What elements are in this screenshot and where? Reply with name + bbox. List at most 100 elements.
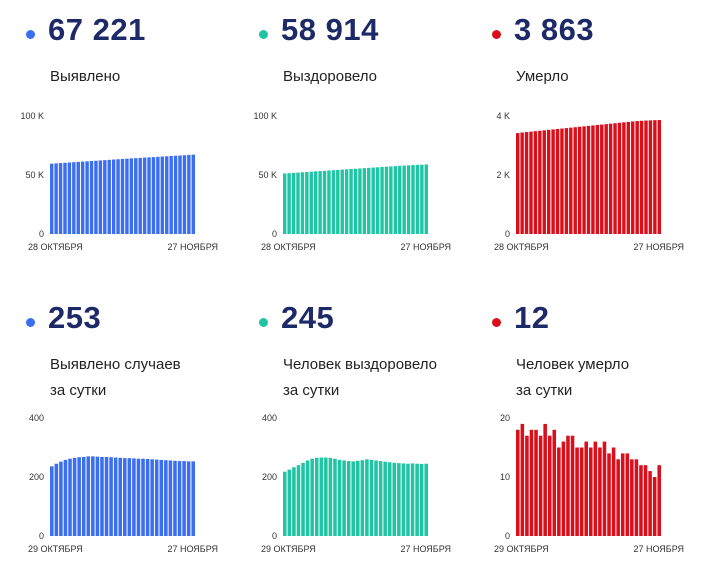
series-dot bbox=[26, 30, 35, 39]
y-tick-label: 100 K bbox=[20, 111, 44, 121]
bar bbox=[613, 123, 617, 234]
x-tick-label-start: 29 ОКТЯБРЯ bbox=[494, 544, 549, 554]
bar bbox=[59, 461, 63, 536]
bar bbox=[561, 441, 566, 536]
bar bbox=[401, 463, 406, 536]
bar bbox=[141, 458, 145, 536]
headline-value: 58 914 bbox=[281, 12, 379, 47]
y-tick-label: 0 bbox=[505, 229, 510, 239]
bar bbox=[374, 460, 378, 536]
bar bbox=[287, 469, 292, 536]
bar bbox=[314, 457, 319, 536]
bar bbox=[520, 423, 525, 536]
bar bbox=[300, 172, 305, 234]
bar bbox=[617, 122, 622, 234]
bar bbox=[72, 457, 77, 536]
panel-recovered-daily: 245 Человек выздоровело за сутки 400 200 0 29… bbox=[233, 288, 465, 578]
bar bbox=[129, 158, 134, 234]
bar bbox=[182, 461, 186, 536]
bar bbox=[165, 156, 169, 234]
bar bbox=[635, 121, 639, 234]
bar bbox=[283, 173, 287, 234]
bar bbox=[367, 167, 371, 234]
bar bbox=[118, 457, 122, 536]
bar bbox=[389, 166, 393, 234]
bar bbox=[575, 447, 579, 536]
bar bbox=[173, 460, 177, 536]
bar bbox=[346, 461, 351, 536]
bar bbox=[151, 157, 156, 234]
bar bbox=[543, 423, 547, 536]
bar bbox=[534, 429, 538, 536]
bar bbox=[360, 460, 365, 536]
panel-detected-total: 67 221 Выявлено 100 K 50 K 0 28 ОКТЯБРЯ 27 НОЯ… bbox=[0, 0, 232, 290]
bar bbox=[622, 122, 626, 234]
bar bbox=[123, 458, 127, 536]
x-tick-label-end: 27 НОЯБРЯ bbox=[400, 544, 451, 554]
headline-value: 245 bbox=[281, 300, 335, 335]
bar bbox=[340, 169, 344, 234]
bar bbox=[125, 158, 129, 234]
bar bbox=[142, 157, 147, 234]
bar bbox=[653, 120, 657, 234]
series-dot bbox=[492, 318, 501, 327]
bar bbox=[313, 171, 318, 234]
bar bbox=[424, 164, 428, 234]
bar bbox=[127, 458, 132, 536]
bar bbox=[392, 462, 397, 536]
bar bbox=[287, 173, 291, 234]
bar bbox=[582, 126, 586, 234]
bar bbox=[542, 130, 546, 234]
bar-chart: 100 K 50 K 0 28 ОКТЯБРЯ 27 НОЯБРЯ bbox=[253, 111, 451, 252]
bar bbox=[516, 133, 520, 234]
bar bbox=[516, 429, 520, 536]
y-tick-label: 0 bbox=[272, 229, 277, 239]
y-tick-label: 10 bbox=[500, 472, 510, 482]
bar bbox=[86, 456, 91, 536]
bar bbox=[362, 168, 367, 234]
bar bbox=[577, 126, 582, 234]
bar bbox=[76, 161, 80, 234]
bar bbox=[569, 127, 573, 234]
bar bbox=[387, 462, 392, 536]
bar bbox=[620, 453, 625, 536]
bar bbox=[54, 463, 59, 536]
bar bbox=[164, 460, 168, 536]
bar bbox=[150, 459, 154, 536]
bar bbox=[589, 447, 593, 536]
y-tick-label: 400 bbox=[29, 413, 44, 423]
bar bbox=[393, 166, 398, 234]
bar bbox=[611, 447, 616, 536]
bar bbox=[380, 166, 384, 234]
bar bbox=[419, 464, 424, 536]
bar bbox=[283, 471, 287, 536]
bar bbox=[169, 156, 173, 234]
bar bbox=[319, 457, 324, 536]
bar bbox=[333, 458, 337, 536]
bar bbox=[331, 170, 336, 234]
bar bbox=[318, 171, 322, 234]
bar bbox=[591, 125, 595, 234]
bar bbox=[424, 463, 428, 536]
panel-deaths-daily: 12 Человек умерло за сутки 20 10 0 29 ОКТЯБРЯ… bbox=[466, 288, 698, 578]
bar bbox=[639, 120, 644, 234]
bar bbox=[145, 459, 150, 536]
bar bbox=[182, 155, 187, 234]
bar bbox=[177, 461, 182, 536]
bar-chart: 100 K 50 K 0 28 ОКТЯБРЯ 27 НОЯБРЯ bbox=[20, 111, 218, 252]
bar bbox=[91, 456, 95, 536]
bar bbox=[94, 160, 98, 234]
bar bbox=[95, 456, 100, 536]
bar bbox=[415, 164, 420, 234]
x-tick-label-start: 28 ОКТЯБРЯ bbox=[28, 242, 83, 252]
headline-label: Выявлено случаев за сутки bbox=[50, 356, 181, 399]
bar bbox=[402, 165, 406, 234]
x-tick-label-end: 27 НОЯБРЯ bbox=[633, 242, 684, 252]
bar bbox=[356, 460, 360, 536]
bar bbox=[98, 160, 103, 234]
bar bbox=[72, 162, 76, 234]
bar bbox=[600, 124, 604, 234]
bar bbox=[378, 461, 383, 536]
bar bbox=[138, 157, 142, 234]
series-dot bbox=[492, 30, 501, 39]
